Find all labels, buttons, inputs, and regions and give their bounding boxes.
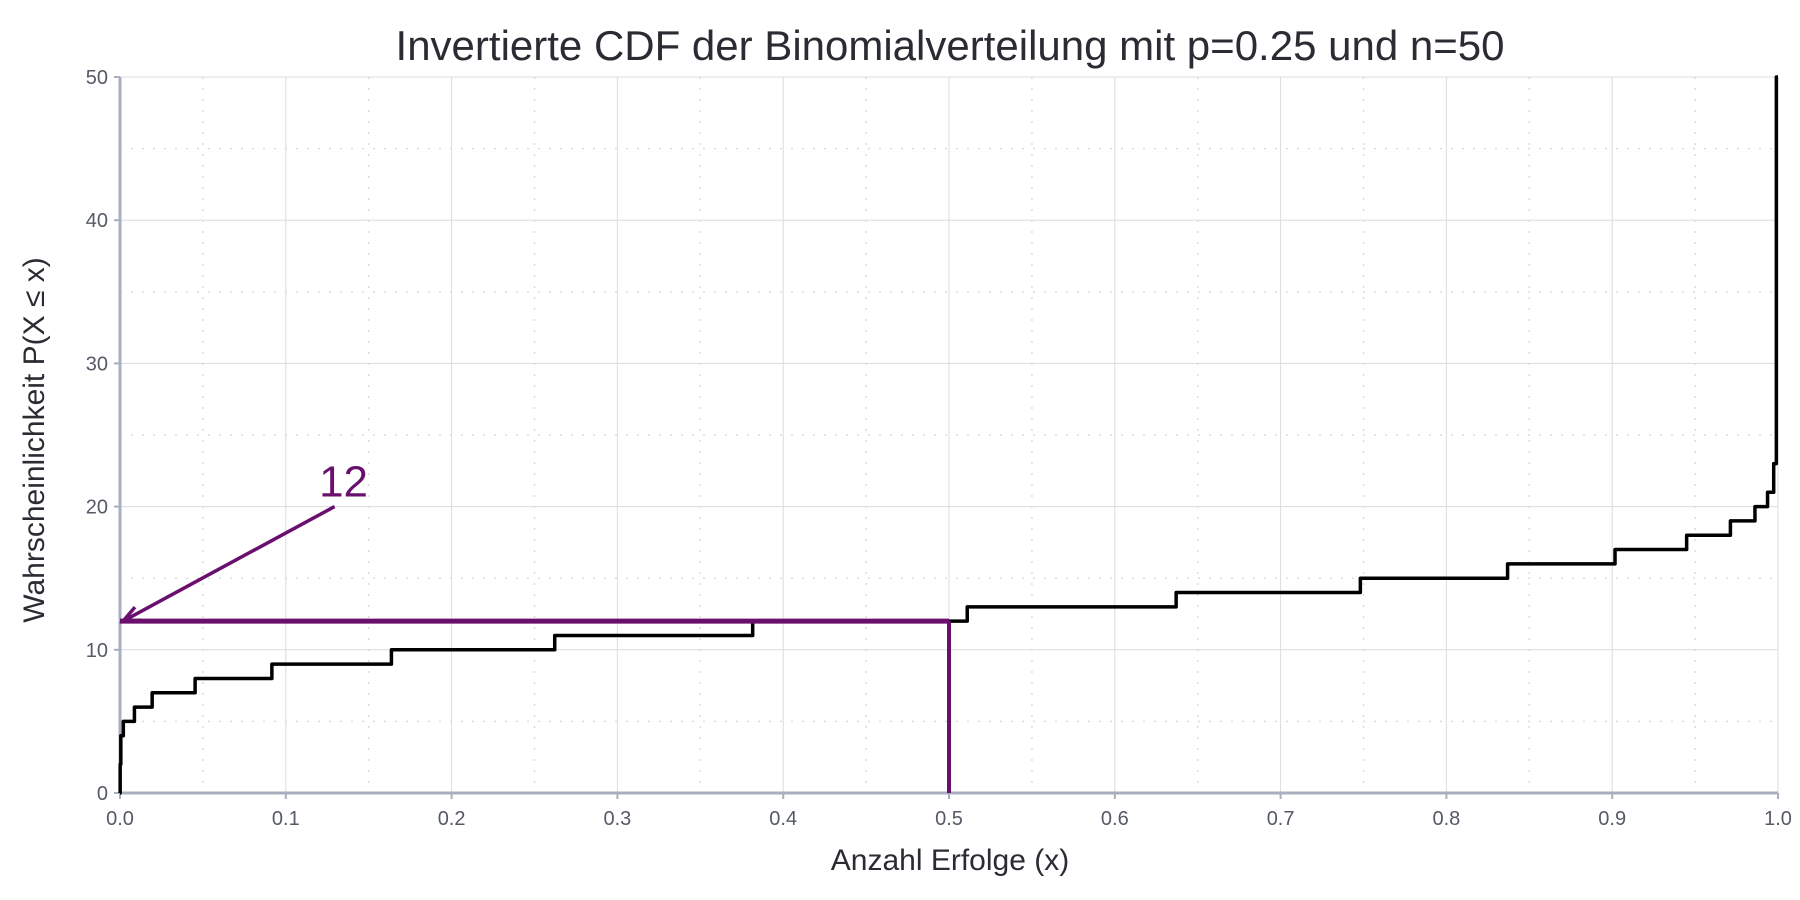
y-tick-label: 50 (86, 67, 108, 89)
x-tick-label: 0.9 (1598, 808, 1626, 830)
y-tick-label: 30 (86, 353, 108, 375)
y-tick-label: 20 (86, 497, 108, 519)
y-axis-label: Wahrscheinlichkeit P(X ≤ x) (18, 257, 51, 622)
x-tick-label: 0.8 (1432, 808, 1460, 830)
x-tick-label: 0.2 (438, 808, 466, 830)
cdf-step-line (118, 75, 1779, 795)
x-tick-label: 0.6 (1101, 808, 1129, 830)
x-tick-label: 1.0 (1764, 808, 1792, 830)
y-tick-label: 0 (97, 783, 108, 805)
y-tick-label: 10 (86, 640, 108, 662)
x-tick-label: 0.0 (106, 808, 134, 830)
chart-title: Invertierte CDF der Binomialverteilung m… (396, 22, 1505, 69)
x-tick-label: 0.4 (769, 808, 797, 830)
series-layer (118, 75, 1779, 795)
tick-labels: 0.0 0.1 0.2 0.3 0.4 0.5 0.6 0.7 0.8 0.9 1.0 0 10 20 30… (86, 67, 1792, 830)
x-tick-label: 0.5 (935, 808, 963, 830)
annotation-arrow-head (119, 606, 142, 624)
annotation-arrow-shaft (122, 505, 336, 623)
annotation-layer: 12 (119, 458, 951, 793)
annotation-label: 12 (319, 458, 368, 507)
axes (114, 76, 1779, 799)
x-tick-label: 0.7 (1267, 808, 1295, 830)
y-tick-label: 40 (86, 210, 108, 232)
x-tick-label: 0.3 (603, 808, 631, 830)
x-axis-label: Anzahl Erfolge (x) (831, 844, 1069, 877)
x-tick-label: 0.1 (272, 808, 300, 830)
